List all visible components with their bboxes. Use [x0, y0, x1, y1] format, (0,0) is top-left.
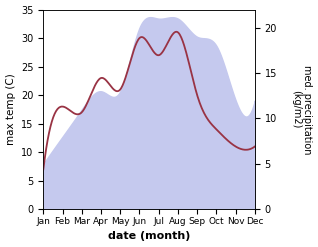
- Y-axis label: max temp (C): max temp (C): [5, 74, 16, 145]
- Y-axis label: med. precipitation
(kg/m2): med. precipitation (kg/m2): [291, 65, 313, 154]
- X-axis label: date (month): date (month): [108, 231, 190, 242]
